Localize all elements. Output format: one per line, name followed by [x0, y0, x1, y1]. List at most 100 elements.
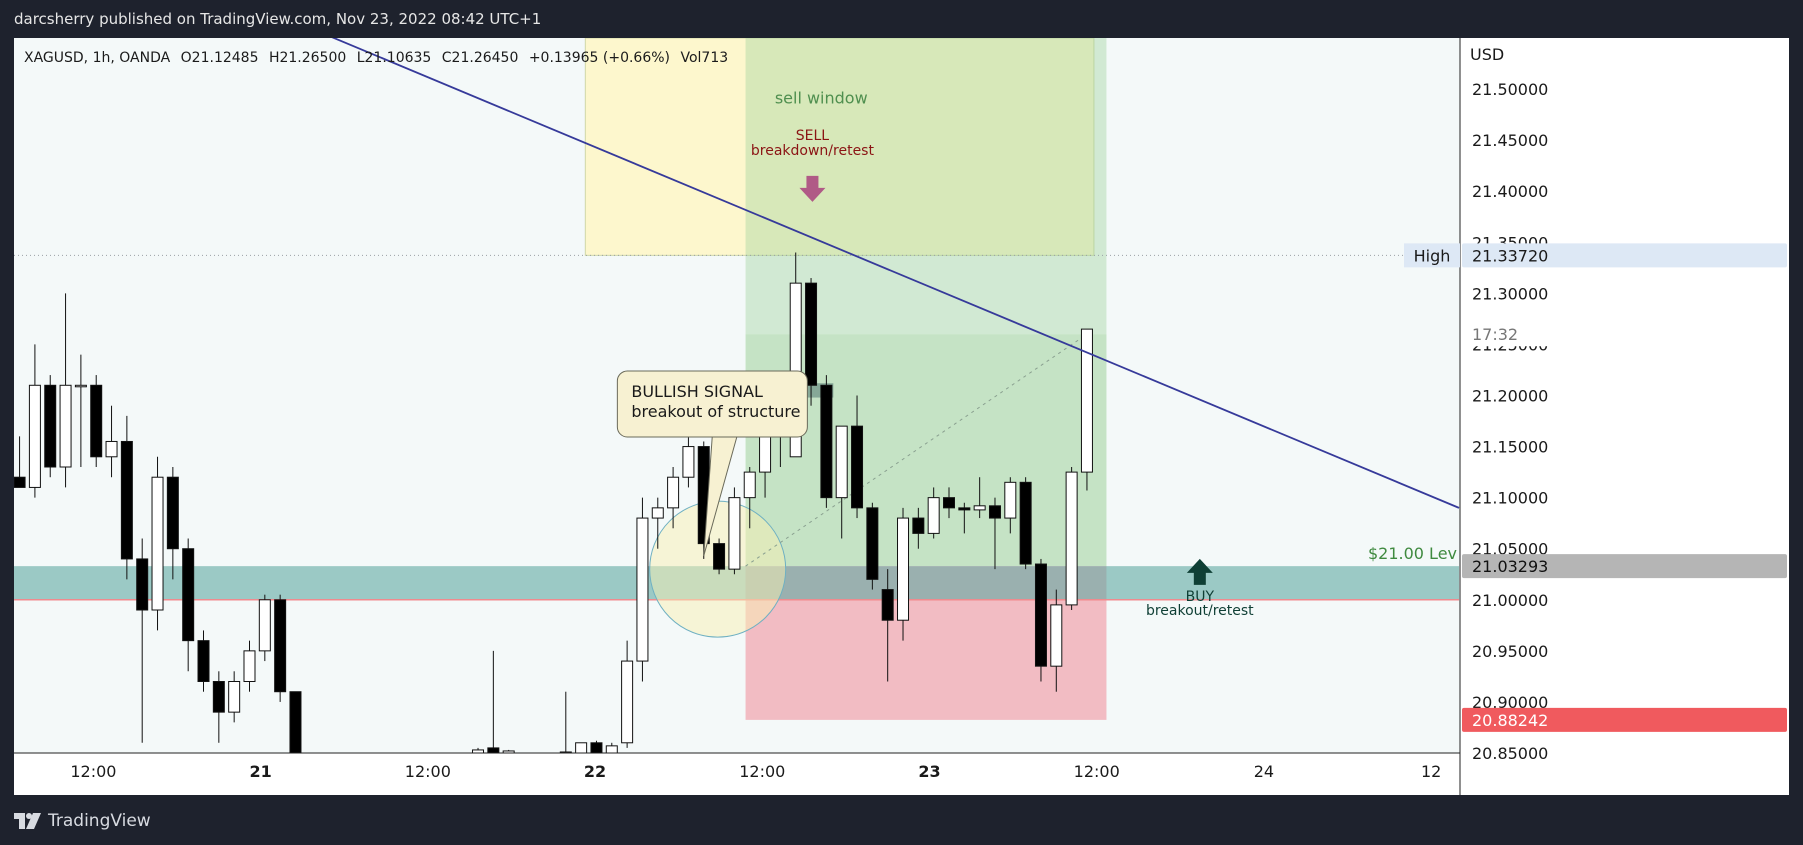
- background-layer: [14, 38, 1459, 753]
- currency-label: USD: [1470, 45, 1504, 64]
- tradingview-logo-icon: [14, 813, 41, 829]
- candle-body: [258, 599, 271, 652]
- candle-body: [90, 384, 103, 458]
- candle-body: [243, 650, 256, 682]
- candle-body: [44, 384, 57, 468]
- x-tick-label: 12:00: [1074, 762, 1120, 781]
- price-tag-label: High: [1414, 246, 1451, 265]
- candle-body: [1019, 481, 1032, 565]
- y-tick-label: 20.95000: [1472, 642, 1548, 661]
- footer-bar: TradingView: [0, 795, 1803, 845]
- candle-body: [743, 471, 756, 499]
- candle-body: [1050, 604, 1063, 667]
- header-bar: darcsherry published on TradingView.com,…: [0, 0, 1803, 38]
- legend-open: O21.12485: [180, 50, 259, 66]
- y-tick-label: 21.15000: [1472, 438, 1548, 457]
- price-tag-bg: [1462, 322, 1787, 347]
- candle-body: [927, 497, 940, 534]
- candle-body: [820, 384, 833, 499]
- buy-sub-label: breakout/retest: [1146, 603, 1254, 619]
- price-tag-value: 20.88242: [1472, 711, 1548, 730]
- price-tag-bg: [1462, 707, 1787, 732]
- candle-body: [136, 558, 149, 611]
- candle-body: [151, 476, 164, 611]
- y-tick-label: 20.85000: [1472, 744, 1548, 763]
- candle-body: [605, 745, 618, 754]
- candle-body: [651, 507, 664, 519]
- candle-body: [973, 505, 986, 511]
- y-tick-label: 21.50000: [1472, 80, 1548, 99]
- candle-body: [274, 599, 287, 693]
- chart-svg[interactable]: sell windowSELLbreakdown/retestBUYbreako…: [14, 38, 1789, 795]
- candle-body: [988, 505, 1001, 519]
- sell-window-label: sell window: [775, 88, 868, 107]
- candle-body: [636, 517, 649, 662]
- tradingview-logo[interactable]: TradingView: [14, 809, 151, 833]
- candle-body: [590, 742, 603, 754]
- candle-body: [59, 384, 72, 468]
- buy-label: BUY: [1186, 589, 1215, 605]
- candle-body: [805, 282, 818, 386]
- price-axis-background: [1460, 38, 1789, 795]
- candle-body: [682, 446, 695, 478]
- x-tick-label: 21: [250, 762, 272, 781]
- candle-body: [1034, 563, 1047, 667]
- candle-body: [120, 440, 133, 560]
- candle-body: [943, 497, 955, 509]
- legend-low: L21.10635: [356, 50, 432, 66]
- candle-body: [851, 425, 864, 509]
- y-tick-label: 21.45000: [1472, 131, 1548, 150]
- price-tag-bg: [1462, 243, 1787, 268]
- candle-body: [1004, 481, 1017, 519]
- x-tick-label: 12:00: [739, 762, 785, 781]
- candle-body: [621, 660, 634, 744]
- price-tag-label-bg: [1404, 243, 1460, 268]
- candle-body: [912, 517, 925, 534]
- y-tick-label: 21.00000: [1472, 591, 1548, 610]
- candle-body: [789, 282, 802, 458]
- candle-body: [866, 507, 879, 580]
- axes-layer: USD21.5000021.4500021.4000021.3500021.30…: [14, 38, 1789, 795]
- bullish-sub-label: breakout of structure: [631, 402, 800, 421]
- y-tick-label: 21.30000: [1472, 284, 1548, 303]
- publisher-text: darcsherry published on TradingView.com,…: [14, 10, 542, 28]
- candle-body: [958, 507, 971, 511]
- candle-body: [182, 548, 195, 642]
- chart-frame[interactable]: sell window SELL breakdown/retest BUY breako…: [14, 38, 1789, 795]
- x-tick-label: 12:00: [70, 762, 116, 781]
- price-tag-value: 21.03293: [1472, 557, 1548, 576]
- y-tick-label: 21.10000: [1472, 489, 1548, 508]
- legend-symbol: XAGUSD, 1h, OANDA: [24, 50, 171, 66]
- brand-name: TradingView: [48, 811, 151, 831]
- sell-label: SELL: [796, 128, 830, 144]
- y-tick-label: 21.40000: [1472, 182, 1548, 201]
- candle-body: [212, 681, 225, 713]
- candle-body: [728, 497, 741, 570]
- sell-arrow-icon: [799, 175, 826, 202]
- candle-body: [487, 747, 500, 754]
- x-tick-label: 24: [1254, 762, 1274, 781]
- price-tag-bg: [1462, 554, 1787, 579]
- ohlc-legend: XAGUSD, 1h, OANDA O21.12485 H21.26500 L2…: [24, 50, 734, 66]
- candle-body: [1080, 328, 1093, 473]
- candle-body: [74, 384, 87, 388]
- legend-change: +0.13965 (+0.66%): [528, 50, 671, 66]
- y-tick-label: 21.05000: [1472, 540, 1548, 559]
- legend-high: H21.26500: [268, 50, 347, 66]
- projection-dotted-line: [745, 333, 1088, 567]
- candle-body: [881, 589, 894, 621]
- buy-arrow-icon: [1186, 558, 1213, 585]
- candle-body: [166, 476, 179, 550]
- candle-body: [575, 742, 588, 755]
- trendline: [331, 38, 1460, 509]
- candle-body: [713, 543, 726, 570]
- overlay-layer: sell windowSELLbreakdown/retestBUYbreako…: [331, 38, 1460, 619]
- candle-body: [1065, 471, 1078, 606]
- price-tag-value: 17:32: [1472, 325, 1518, 344]
- legend-volume: Vol713: [680, 50, 729, 66]
- candle-body: [28, 384, 41, 488]
- x-tick-label: 22: [584, 762, 606, 781]
- y-tick-label: 21.20000: [1472, 387, 1548, 406]
- price-tag-value: 21.33720: [1472, 246, 1548, 265]
- candle-body: [14, 476, 26, 488]
